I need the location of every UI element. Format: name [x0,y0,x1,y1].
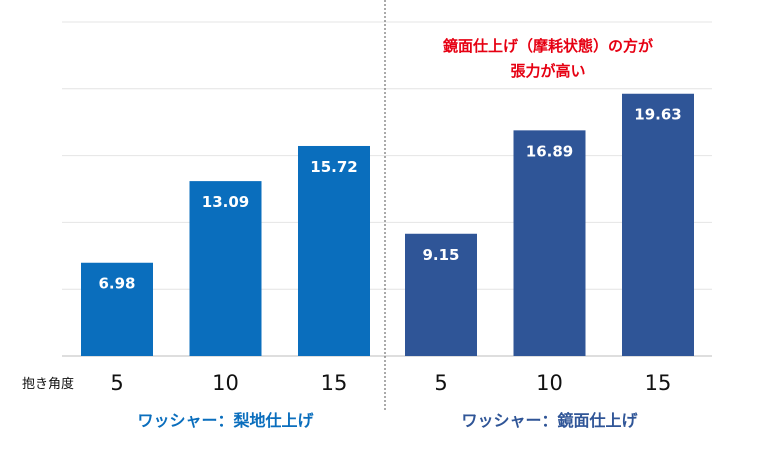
annotation-line-1: 鏡面仕上げ（摩耗状態）の方が [443,37,654,55]
x-tick-label: 10 [212,371,239,395]
bar [189,181,262,356]
bar-value-label: 6.98 [98,275,135,293]
bar [298,145,370,356]
x-tick-label: 10 [536,371,563,395]
bar-value-label: 19.63 [634,106,681,124]
labels: 6.98 5 13.09 10 15.72 15 ワッシャー：梨地仕上げ 9.15 5 16.89… [98,106,681,430]
bar-value-label: 16.89 [526,142,573,160]
x-axis-label: 抱き角度 [22,376,74,392]
bar [405,233,477,356]
bar-value-label: 9.15 [422,246,459,264]
x-tick-label: 15 [321,371,348,395]
bar [622,93,694,357]
bars [81,93,694,357]
bar [513,130,586,356]
bar-value-label: 15.72 [310,158,357,176]
group-label: ワッシャー：鏡面仕上げ [461,411,638,430]
x-tick-label: 5 [110,371,123,395]
annotation-line-2: 張力が高い [510,62,585,80]
x-tick-label: 5 [434,371,447,395]
group-label: ワッシャー：梨地仕上げ [137,411,314,430]
gridlines [62,21,712,357]
bar-value-label: 13.09 [202,193,249,211]
bar [81,262,153,356]
x-tick-label: 15 [645,371,672,395]
